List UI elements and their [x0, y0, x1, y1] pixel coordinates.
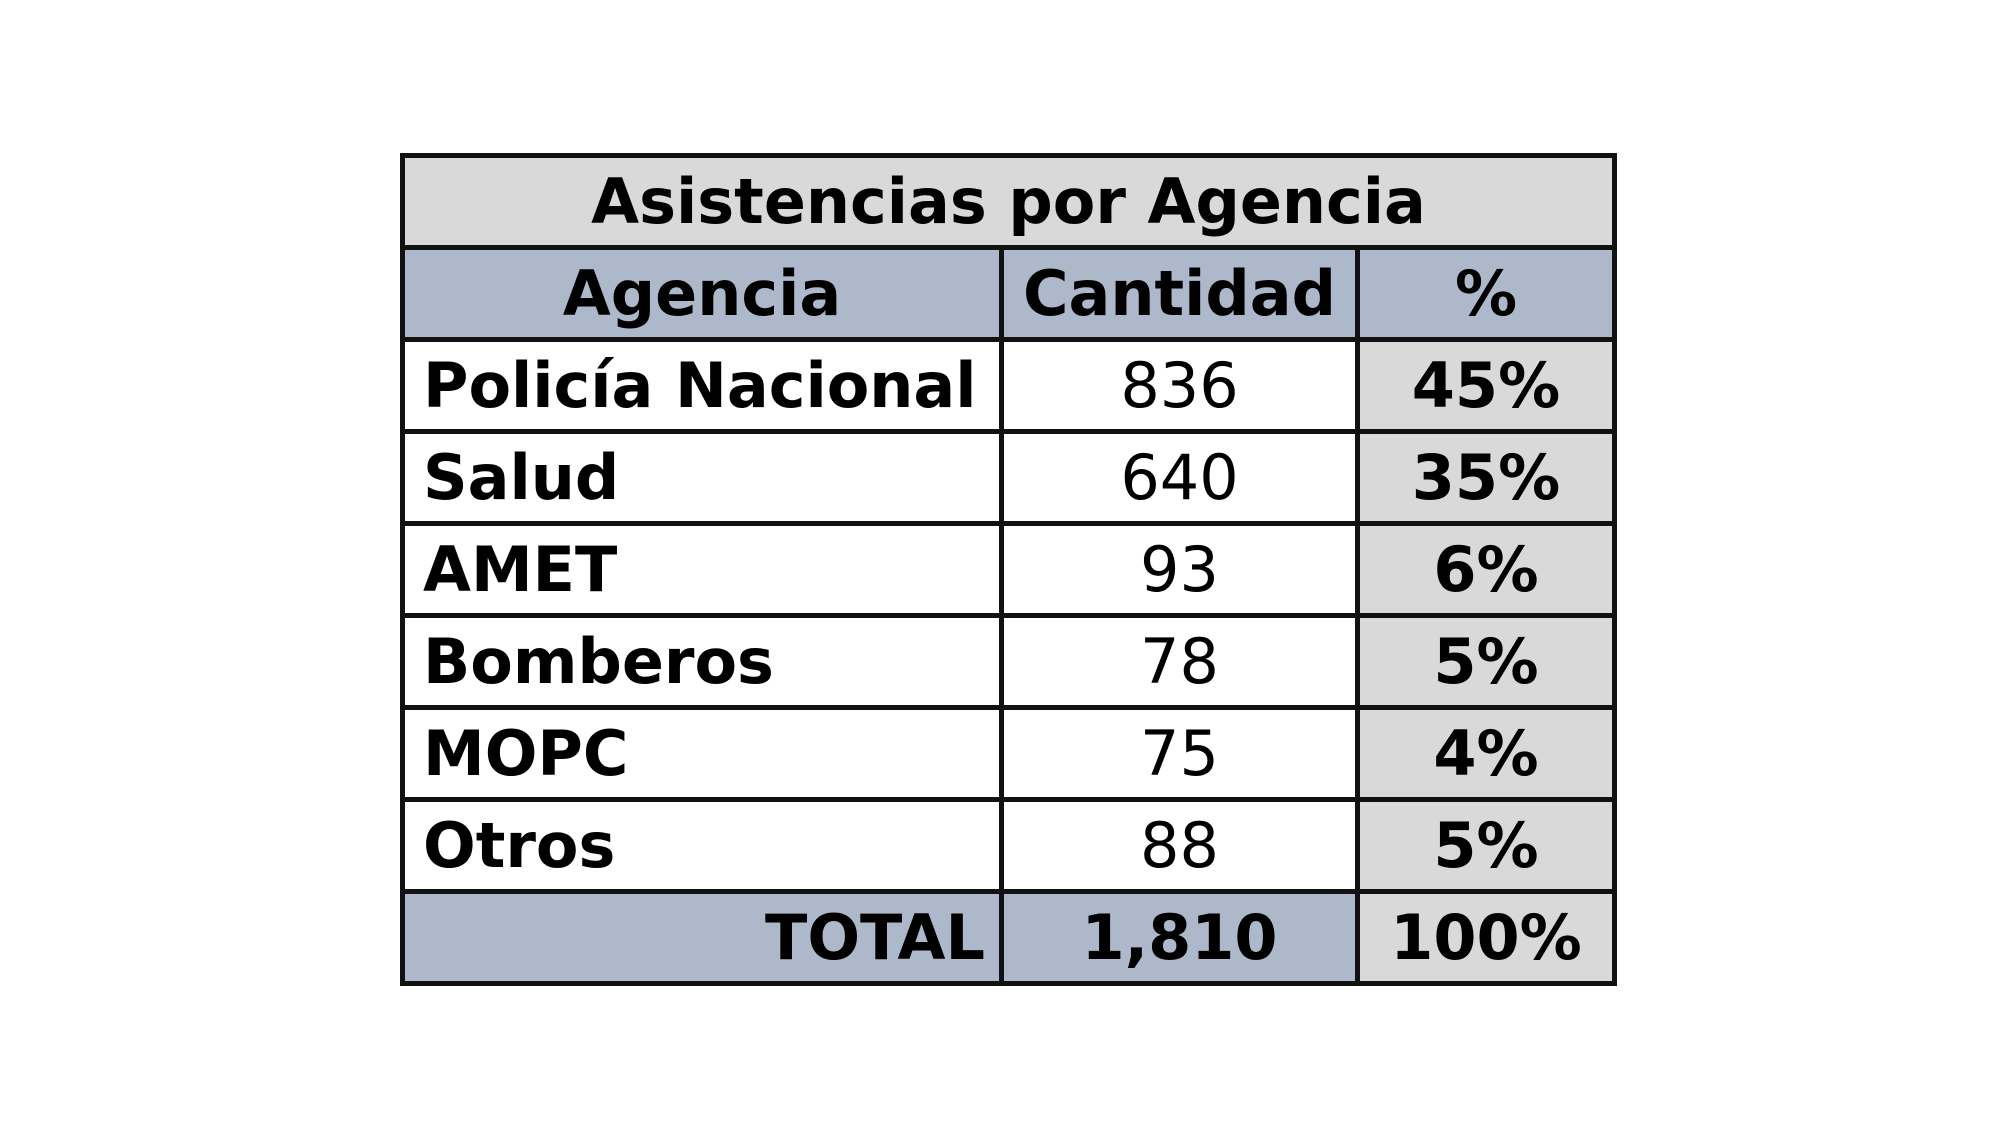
quantity-cell: 75	[999, 705, 1360, 802]
percent-cell: 4%	[1354, 705, 1618, 802]
header-row: Agencia Cantidad %	[400, 245, 1618, 342]
table-row: Salud 640 35%	[400, 429, 1618, 526]
total-label: TOTAL	[400, 889, 1004, 986]
percent-cell: 6%	[1354, 521, 1618, 618]
agency-name-cell: Salud	[400, 429, 1004, 526]
percent-cell: 35%	[1354, 429, 1618, 526]
percent-cell: 45%	[1354, 337, 1618, 434]
table-row: Bomberos 78 5%	[400, 613, 1618, 710]
table-row: Policía Nacional 836 45%	[400, 337, 1618, 434]
quantity-cell: 93	[999, 521, 1360, 618]
table-row: AMET 93 6%	[400, 521, 1618, 618]
quantity-cell: 836	[999, 337, 1360, 434]
total-row: TOTAL 1,810 100%	[400, 889, 1618, 986]
agency-name-cell: Policía Nacional	[400, 337, 1004, 434]
agency-assistance-table: Asistencias por Agencia Agencia Cantidad…	[399, 153, 1618, 986]
agency-name-cell: Otros	[400, 797, 1004, 894]
percent-cell: 5%	[1354, 797, 1618, 894]
quantity-column-header: Cantidad	[999, 245, 1360, 342]
title-row: Asistencias por Agencia	[399, 153, 1618, 250]
agency-column-header: Agencia	[400, 245, 1004, 342]
quantity-cell: 640	[999, 429, 1360, 526]
table-row: MOPC 75 4%	[400, 705, 1618, 802]
total-percent: 100%	[1354, 889, 1618, 986]
table-row: Otros 88 5%	[400, 797, 1618, 894]
quantity-cell: 88	[999, 797, 1360, 894]
agency-name-cell: MOPC	[400, 705, 1004, 802]
percent-cell: 5%	[1354, 613, 1618, 710]
percent-column-header: %	[1354, 245, 1618, 342]
total-quantity: 1,810	[999, 889, 1360, 986]
agency-name-cell: AMET	[400, 521, 1004, 618]
agency-name-cell: Bomberos	[400, 613, 1004, 710]
table-title: Asistencias por Agencia	[399, 153, 1618, 250]
quantity-cell: 78	[999, 613, 1360, 710]
